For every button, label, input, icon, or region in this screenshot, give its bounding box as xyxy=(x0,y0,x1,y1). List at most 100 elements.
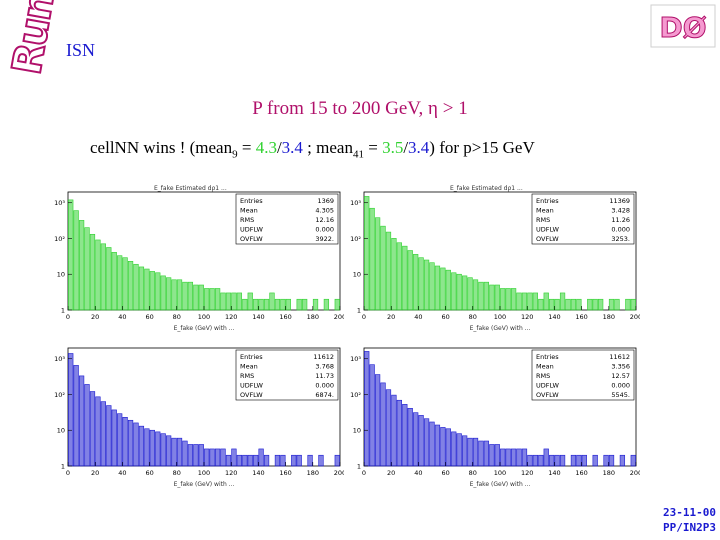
y-tick-label: 10 xyxy=(57,427,65,435)
stats-value: 3.768 xyxy=(315,363,334,371)
histogram-bar xyxy=(296,298,302,311)
x-axis-label: E_fake (GeV) with ... xyxy=(470,481,531,488)
histogram-bar xyxy=(68,199,74,311)
histogram-bar xyxy=(144,268,150,311)
histogram-bar xyxy=(440,267,446,311)
histogram-bar xyxy=(385,231,392,311)
stats-label: OVFLW xyxy=(536,391,559,399)
x-tick-label: 200 xyxy=(630,313,640,321)
histogram-bar xyxy=(576,298,582,311)
histogram-bar xyxy=(274,298,281,311)
stats-box xyxy=(531,349,635,401)
x-tick-label: 180 xyxy=(603,313,615,321)
x-tick-label: 160 xyxy=(279,469,291,477)
histogram-bar xyxy=(565,298,571,311)
histogram-bar xyxy=(608,454,615,467)
histogram-bar xyxy=(549,298,555,311)
run-ii-logo: Run II xyxy=(3,0,71,79)
histogram-bar xyxy=(576,454,582,467)
y-tick-label: 1 xyxy=(357,307,361,315)
histogram-bar xyxy=(312,298,319,311)
histogram-bar xyxy=(592,298,598,311)
histogram-bar xyxy=(462,275,468,311)
histogram-2: E_fake Estimated dρ1 ... 10³ 10² 10 10 20 40 60… xyxy=(350,185,640,332)
histogram-bar xyxy=(451,272,457,311)
stats-value: 12.16 xyxy=(315,216,334,224)
histogram-bar xyxy=(369,207,375,311)
histogram-bar xyxy=(472,437,479,467)
histogram-bar xyxy=(242,298,248,311)
x-tick-label: 20 xyxy=(387,469,395,477)
x-tick-label: 140 xyxy=(252,313,264,321)
histogram-bar xyxy=(204,288,210,311)
x-tick-label: 180 xyxy=(307,313,319,321)
histogram-bar xyxy=(236,292,242,311)
histogram-bar xyxy=(258,448,264,467)
histogram-bar xyxy=(456,433,462,467)
histogram-bar xyxy=(78,375,85,467)
y-tick-label: 10² xyxy=(54,235,65,243)
histogram-bar xyxy=(614,298,620,311)
stats-label: Mean xyxy=(536,363,554,371)
x-tick-label: 60 xyxy=(441,313,449,321)
histogram-title: E_fake Estimated dρ1 ... xyxy=(154,185,227,192)
histogram-bar xyxy=(440,427,446,467)
x-tick-label: 140 xyxy=(548,469,560,477)
stats-label: OVFLW xyxy=(240,235,263,243)
histogram-bar xyxy=(521,292,528,311)
x-tick-label: 20 xyxy=(91,469,99,477)
stats-label: Entries xyxy=(240,353,263,361)
histogram-bar xyxy=(554,454,560,467)
stats-value: 0.000 xyxy=(611,226,630,234)
histogram-bar xyxy=(166,277,172,311)
stats-label: OVFLW xyxy=(240,391,263,399)
histogram-bar xyxy=(364,196,370,311)
histogram-bar xyxy=(302,298,308,311)
histogram-bar xyxy=(462,435,468,467)
histogram-bar xyxy=(505,448,511,467)
histogram-bar xyxy=(364,351,370,467)
stats-value: 3.356 xyxy=(611,363,630,371)
stats-label: Mean xyxy=(536,207,554,215)
histogram-bar xyxy=(532,292,538,311)
histogram-bar xyxy=(155,431,161,467)
histogram-bar xyxy=(549,454,555,467)
histogram-bar xyxy=(220,448,226,467)
histogram-bar xyxy=(198,284,204,311)
stats-value: 11.73 xyxy=(315,372,334,380)
histogram-bar xyxy=(603,454,609,467)
histogram-title: E_fake Estimated dρ1 ... xyxy=(450,185,523,192)
histogram-bar xyxy=(483,281,490,311)
histogram-bar xyxy=(68,353,74,467)
histogram-bar xyxy=(527,292,533,311)
histogram-bar xyxy=(451,431,457,467)
histogram-bar xyxy=(307,454,313,467)
isn-label: ISN xyxy=(66,40,96,60)
histogram-bar xyxy=(608,298,615,311)
histogram-bar xyxy=(225,454,232,467)
histogram-bar xyxy=(84,227,90,311)
histogram-bar xyxy=(106,247,112,311)
histogram-bar xyxy=(73,210,79,311)
footer-code: PP/IN2P3 xyxy=(663,521,716,534)
stats-value: 11.26 xyxy=(611,216,630,224)
histogram-bar xyxy=(554,298,560,311)
histogram-bar xyxy=(176,279,183,311)
histogram-bar xyxy=(133,263,139,311)
x-tick-label: 160 xyxy=(279,313,291,321)
histogram-1: E_fake Estimated dρ1 ... 10³ 10² 10 10 20 40 60… xyxy=(54,185,344,332)
histogram-bar xyxy=(598,298,604,311)
stats-label: OVFLW xyxy=(536,235,559,243)
histogram-bar xyxy=(144,428,150,467)
histogram-bar xyxy=(171,279,177,311)
histogram-bar xyxy=(209,288,215,311)
histogram-bar xyxy=(296,454,302,467)
histogram-bar xyxy=(456,273,462,311)
histogram-bar xyxy=(380,382,386,467)
histogram-bar xyxy=(89,391,96,467)
histogram-bar xyxy=(369,364,375,467)
histogram-bar xyxy=(334,454,340,467)
histogram-bar xyxy=(374,217,381,311)
histogram-bar xyxy=(193,444,199,467)
histogram-bar xyxy=(100,401,106,467)
